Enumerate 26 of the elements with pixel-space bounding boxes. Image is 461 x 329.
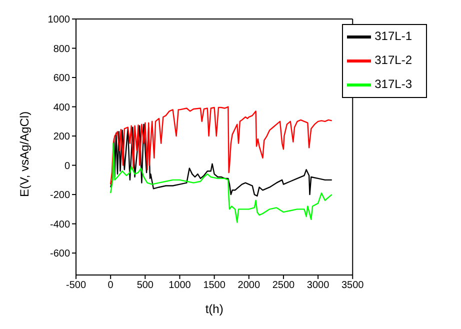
line-series — [110, 142, 332, 223]
x-tick-label: 2000 — [238, 280, 260, 292]
legend-label: 317L-2 — [374, 53, 412, 68]
y-axis-title: E(V, vsAg/AgCl) — [17, 111, 32, 197]
x-tick-label: 1000 — [168, 280, 192, 292]
y-tick-label: 400 — [53, 102, 70, 114]
x-tick-label: 3000 — [306, 280, 330, 292]
legend-label: 317L-3 — [374, 77, 412, 92]
y-tick-label: 600 — [53, 73, 70, 84]
legend-label: 317L-1 — [374, 29, 412, 44]
y-tick-label: -600 — [50, 248, 70, 260]
x-tick-label: 0 — [108, 280, 114, 292]
y-tick-label: -400 — [50, 219, 70, 230]
y-tick-label: 200 — [53, 132, 70, 143]
y-tick-label: -200 — [50, 190, 70, 202]
line-series — [110, 124, 332, 197]
x-tick-label: 3500 — [342, 280, 364, 292]
x-tick-label: -500 — [66, 280, 86, 292]
x-tick-label: 2500 — [272, 280, 296, 292]
x-axis-title: t(h) — [205, 302, 224, 316]
y-tick-label: 800 — [53, 44, 70, 55]
x-tick-label: 1500 — [203, 280, 226, 292]
y-tick-label: 1000 — [48, 14, 70, 26]
x-tick-label: 500 — [136, 280, 154, 292]
y-tick-label: 0 — [64, 160, 70, 172]
line-series — [110, 106, 332, 185]
